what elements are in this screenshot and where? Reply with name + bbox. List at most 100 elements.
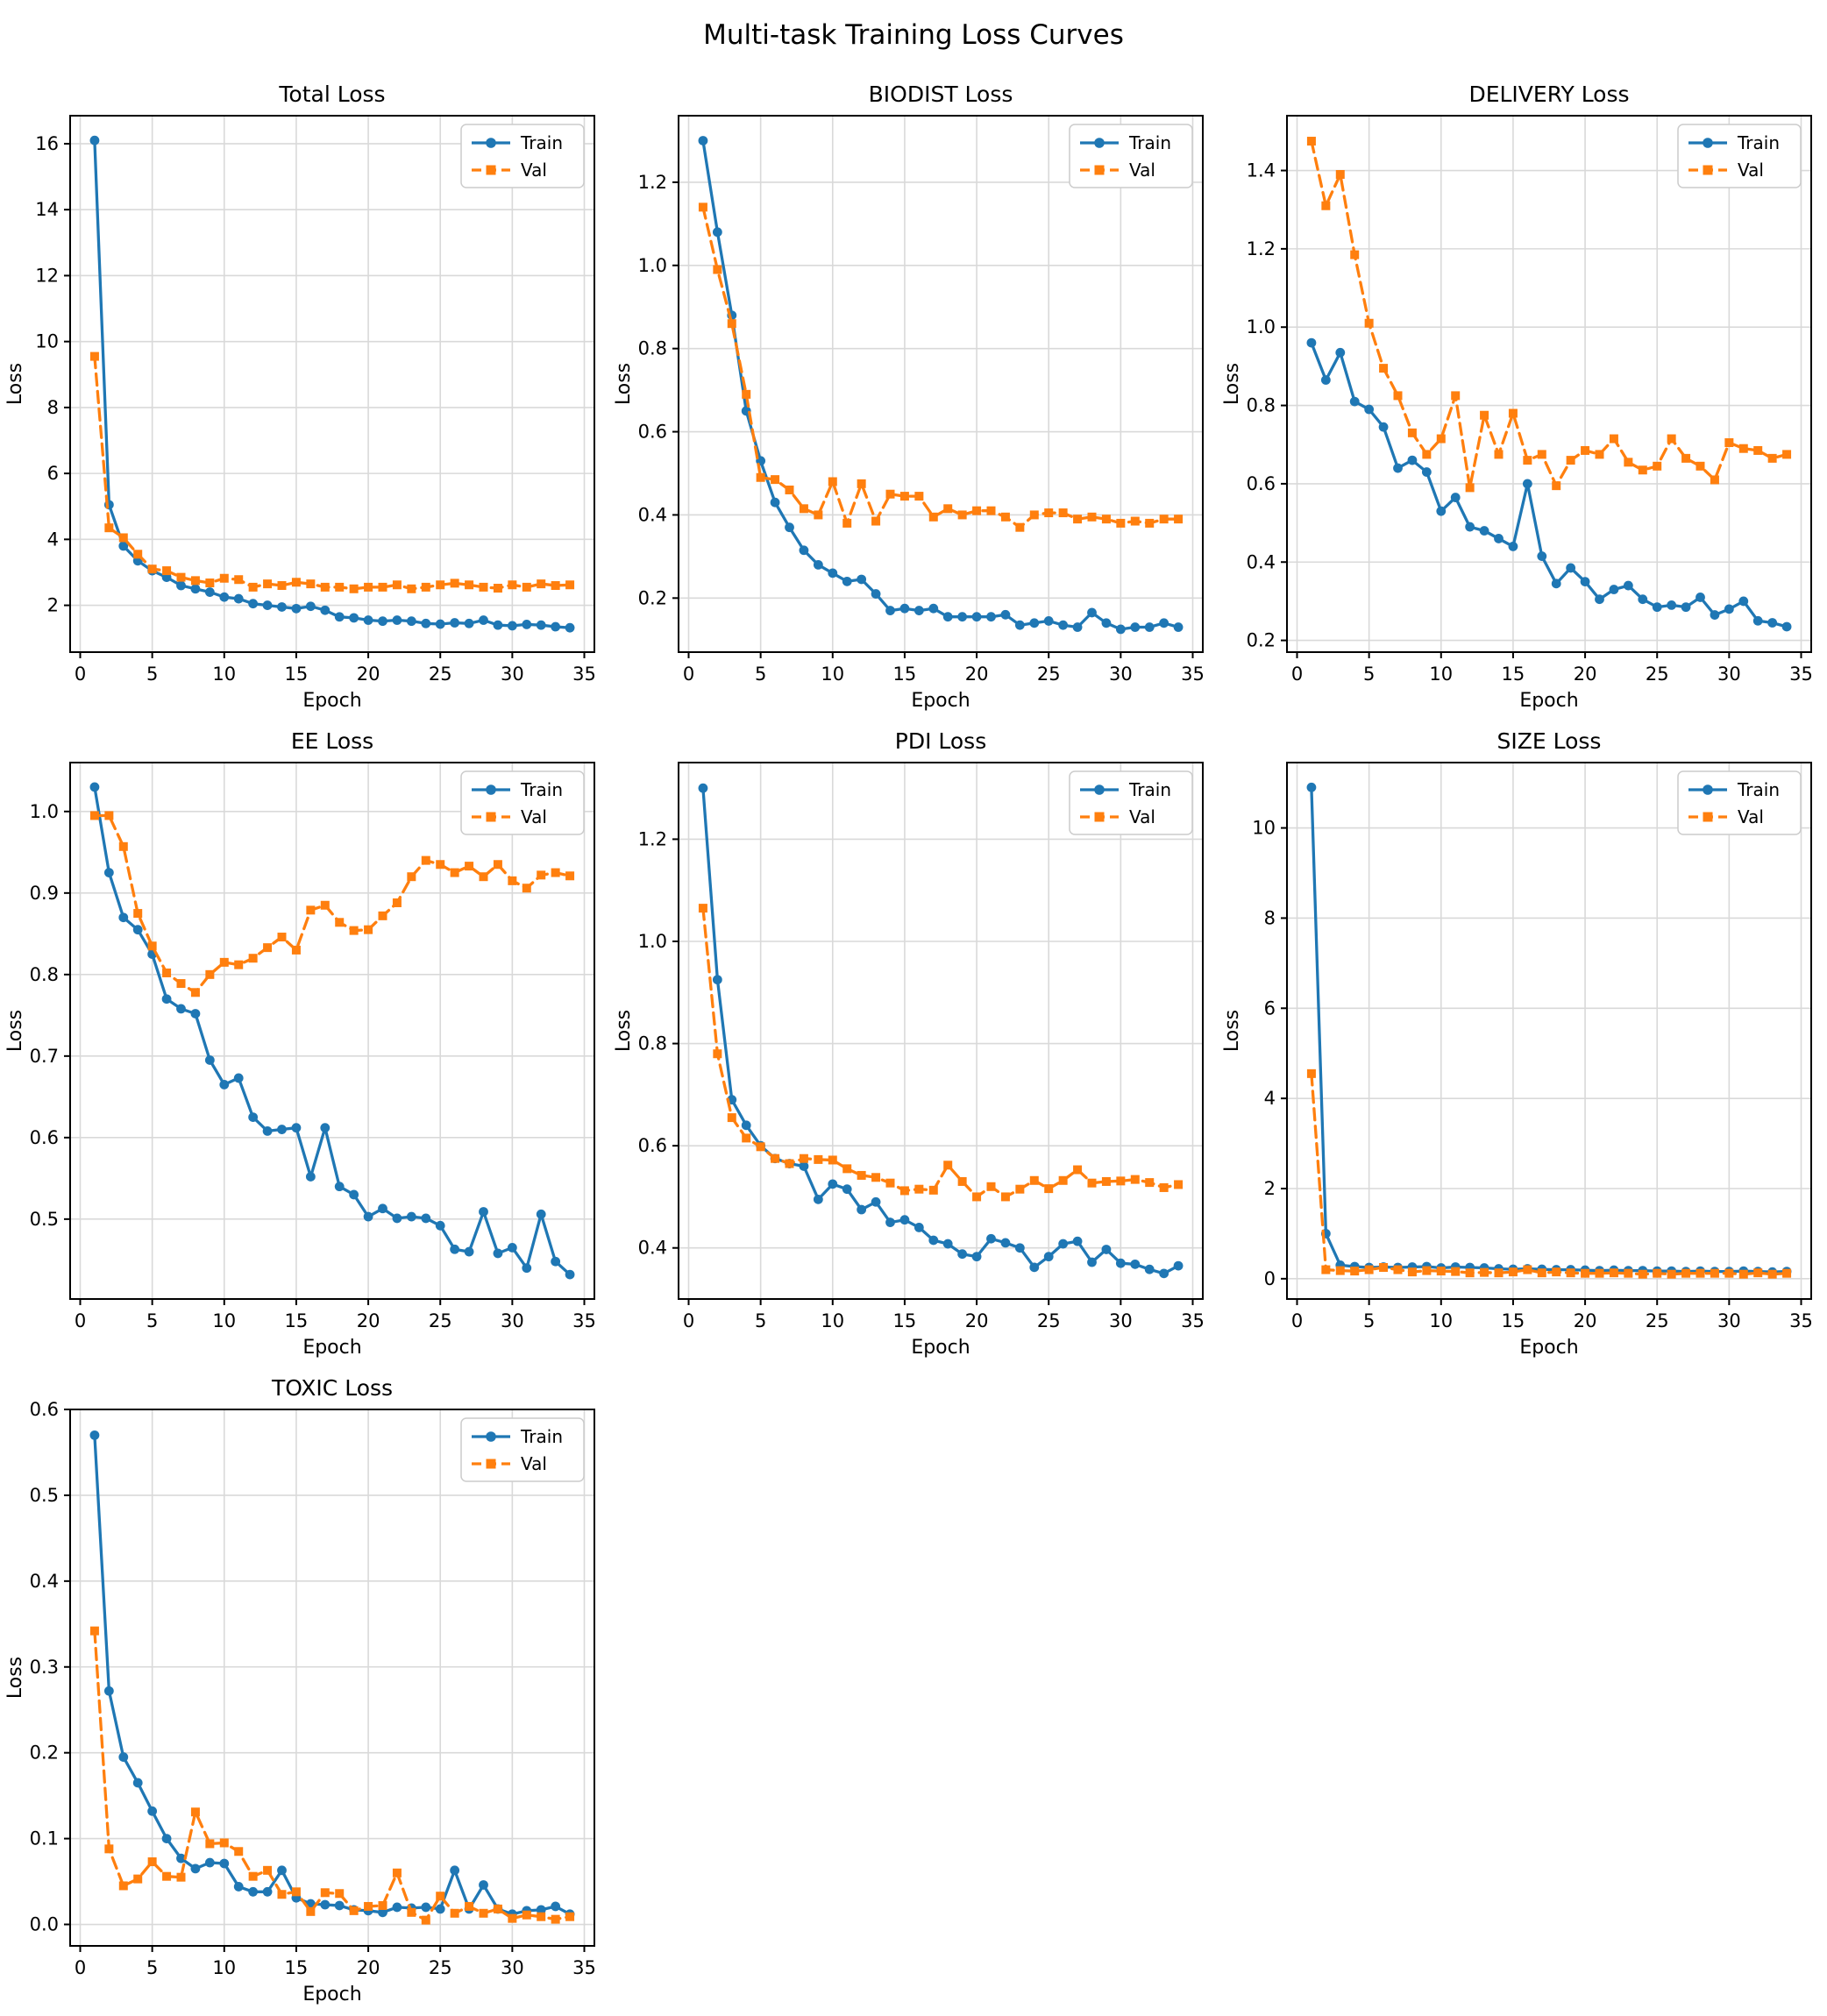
ee-loss-val-line bbox=[93, 813, 572, 994]
x-tick-label: 30 bbox=[501, 664, 524, 685]
y-tick-label: 0.8 bbox=[638, 1033, 667, 1054]
y-tick-label: 0.6 bbox=[30, 1127, 59, 1148]
x-tick-label: 20 bbox=[1574, 1310, 1597, 1331]
y-tick-label: 0.4 bbox=[30, 1571, 59, 1592]
x-tick-label: 20 bbox=[357, 664, 380, 685]
toxic-loss-val-line bbox=[93, 1629, 572, 1922]
legend-train-marker bbox=[486, 784, 496, 795]
legend-val-label: Val bbox=[521, 1453, 547, 1474]
y-tick-label: 8 bbox=[47, 397, 59, 418]
y-tick-label: 0.4 bbox=[638, 504, 667, 525]
y-tick-label: 0.9 bbox=[30, 883, 59, 904]
y-axis-label: Loss bbox=[613, 1010, 635, 1052]
x-tick-label: 0 bbox=[75, 664, 86, 685]
y-axis-label: Loss bbox=[4, 363, 26, 405]
x-tick-label: 30 bbox=[1717, 664, 1741, 685]
axes-spines bbox=[69, 115, 595, 653]
y-axis-label: Loss bbox=[613, 363, 635, 405]
biodist-loss-val-line bbox=[701, 205, 1180, 529]
x-axis-label: Epoch bbox=[1519, 1337, 1578, 1359]
delivery-loss-plot: 0 5 10 15 20 25 30 35 0.2 0.4 0.6 0.8 1.0 1.2 1.4 DELIV… bbox=[1221, 82, 1813, 712]
x-tick-label: 15 bbox=[1502, 1310, 1525, 1331]
x-tick-label: 0 bbox=[75, 1310, 86, 1331]
size-loss-val-series bbox=[1306, 1068, 1792, 1279]
x-tick-label: 15 bbox=[285, 1310, 309, 1331]
pdi-loss-val-series bbox=[698, 904, 1184, 1202]
legend-val-label: Val bbox=[521, 160, 547, 181]
legend-val-label: Val bbox=[521, 806, 547, 827]
y-tick-label: 0.8 bbox=[1247, 395, 1276, 416]
axes-spines bbox=[1286, 762, 1812, 1300]
legend: Train Val bbox=[1677, 770, 1802, 835]
legend: Train Val bbox=[1069, 770, 1193, 835]
pdi-loss-val-markers bbox=[698, 904, 1184, 1202]
y-tick-label: 0.6 bbox=[638, 422, 667, 443]
x-tick-label: 20 bbox=[965, 664, 989, 685]
pdi-loss-val-line bbox=[701, 906, 1180, 1199]
chart-total-loss: 0 5 10 15 20 25 30 35 2 4 6 8 10 12 14 16 Total Loss Epoc… bbox=[0, 72, 608, 719]
gridlines bbox=[70, 116, 594, 652]
x-tick-label: 5 bbox=[146, 664, 158, 685]
y-tick-label: 10 bbox=[1252, 818, 1276, 839]
plot-background bbox=[70, 763, 594, 1299]
x-tick-label: 15 bbox=[1502, 664, 1525, 685]
axes-spines bbox=[69, 1409, 595, 1947]
charts-grid: 0 5 10 15 20 25 30 35 2 4 6 8 10 12 14 16 Total Loss Epoc… bbox=[0, 72, 1825, 2012]
total-loss-val-markers bbox=[89, 351, 575, 593]
y-tick-label: 12 bbox=[35, 265, 59, 286]
y-axis-label: Loss bbox=[4, 1657, 26, 1699]
tick-marks bbox=[1281, 169, 1802, 658]
biodist-loss-train-series bbox=[698, 136, 1184, 635]
y-tick-label: 2 bbox=[47, 595, 59, 616]
legend-val-marker bbox=[1094, 165, 1105, 175]
x-tick-label: 25 bbox=[429, 664, 452, 685]
y-tick-label: 4 bbox=[1264, 1088, 1276, 1109]
x-tick-label: 5 bbox=[755, 1310, 766, 1331]
x-tick-label: 15 bbox=[893, 664, 917, 685]
y-tick-label: 1.2 bbox=[1247, 238, 1276, 259]
x-tick-label: 25 bbox=[429, 1957, 452, 1978]
tick-marks bbox=[64, 810, 586, 1305]
chart-ee-loss: 0 5 10 15 20 25 30 35 0.5 0.6 0.7 0.8 0.9 1.0 EE Loss E… bbox=[0, 719, 608, 1366]
chart-toxic-loss: 0 5 10 15 20 25 30 35 0.0 0.1 0.2 0.3 0.4 0.5 0.6 TOXIC… bbox=[0, 1366, 608, 2012]
biodist-loss-plot: 0 5 10 15 20 25 30 35 0.2 0.4 0.6 0.8 1.0 1.2 BIODIST … bbox=[613, 82, 1205, 712]
y-tick-labels: 0.0 0.1 0.2 0.3 0.4 0.5 0.6 bbox=[30, 1399, 59, 1935]
legend-val-marker bbox=[1703, 165, 1713, 175]
gridlines bbox=[1287, 763, 1811, 1299]
legend-train-marker bbox=[486, 1431, 496, 1442]
y-tick-labels: 0.4 0.6 0.8 1.0 1.2 bbox=[638, 828, 667, 1258]
x-tick-label: 5 bbox=[1363, 664, 1375, 685]
biodist-loss-train-markers bbox=[698, 136, 1184, 635]
x-tick-label: 20 bbox=[357, 1310, 380, 1331]
x-tick-label: 0 bbox=[1291, 664, 1303, 685]
legend-val-marker bbox=[1703, 812, 1713, 822]
x-tick-label: 35 bbox=[572, 664, 596, 685]
legend-train-marker bbox=[1094, 138, 1105, 148]
tick-marks bbox=[64, 142, 586, 658]
delivery-loss-train-markers bbox=[1306, 337, 1792, 632]
total-loss-val-line bbox=[93, 354, 572, 591]
pdi-loss-plot: 0 5 10 15 20 25 30 35 0.4 0.6 0.8 1.0 1.2 PDI Loss Epo… bbox=[613, 728, 1205, 1359]
y-tick-labels: 0.2 0.4 0.6 0.8 1.0 1.2 1.4 bbox=[1247, 160, 1276, 651]
legend-val-label: Val bbox=[1738, 160, 1764, 181]
x-axis-label: Epoch bbox=[302, 1337, 361, 1359]
legend-train-label: Train bbox=[520, 779, 563, 800]
y-tick-label: 0.1 bbox=[30, 1828, 59, 1849]
y-tick-label: 0.5 bbox=[30, 1485, 59, 1506]
legend-val-marker bbox=[486, 812, 496, 822]
y-tick-label: 0.6 bbox=[638, 1135, 667, 1156]
y-tick-labels: 0.2 0.4 0.6 0.8 1.0 1.2 bbox=[638, 172, 667, 608]
ee-loss-plot: 0 5 10 15 20 25 30 35 0.5 0.6 0.7 0.8 0.9 1.0 EE Loss E… bbox=[4, 728, 596, 1359]
y-tick-label: 0.2 bbox=[30, 1743, 59, 1764]
x-tick-label: 25 bbox=[429, 1310, 452, 1331]
x-tick-labels: 0 5 10 15 20 25 30 35 bbox=[75, 1310, 596, 1331]
x-tick-label: 15 bbox=[285, 664, 309, 685]
x-tick-label: 30 bbox=[501, 1310, 524, 1331]
y-tick-label: 0.6 bbox=[30, 1399, 59, 1420]
delivery-loss-val-line bbox=[1310, 139, 1788, 490]
x-tick-labels: 0 5 10 15 20 25 30 35 bbox=[1291, 664, 1813, 685]
x-tick-label: 5 bbox=[146, 1957, 158, 1978]
plot-background bbox=[70, 116, 594, 652]
y-tick-label: 10 bbox=[35, 331, 59, 352]
x-tick-label: 30 bbox=[501, 1957, 524, 1978]
